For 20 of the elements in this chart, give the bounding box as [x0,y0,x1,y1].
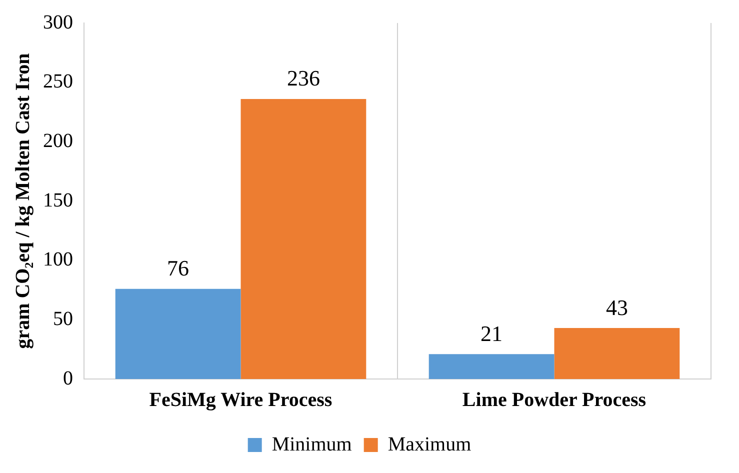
data-label: 21 [480,320,503,346]
x-tick-label: FeSiMg Wire Process [149,389,332,412]
y-tick-label: 0 [63,367,73,390]
bar [428,354,554,379]
y-tick-label: 300 [43,11,73,34]
y-axis-title: gram CO₂eq / kg Molten Cast Iron [12,53,34,349]
y-tick-label: 100 [43,248,73,271]
legend-label: Minimum [272,433,352,456]
bar [240,98,366,379]
bar [554,328,680,379]
data-label: 43 [606,294,628,320]
y-tick-label: 150 [43,189,73,212]
y-tick-label: 250 [43,70,73,93]
data-label: 76 [167,256,190,281]
legend-label: Maximum [388,433,472,456]
x-tick-label: Lime Powder Process [462,389,646,412]
data-label: 236 [286,66,320,91]
bar [115,288,241,379]
y-tick-label: 50 [53,308,73,330]
y-tick-label: 200 [43,130,73,152]
